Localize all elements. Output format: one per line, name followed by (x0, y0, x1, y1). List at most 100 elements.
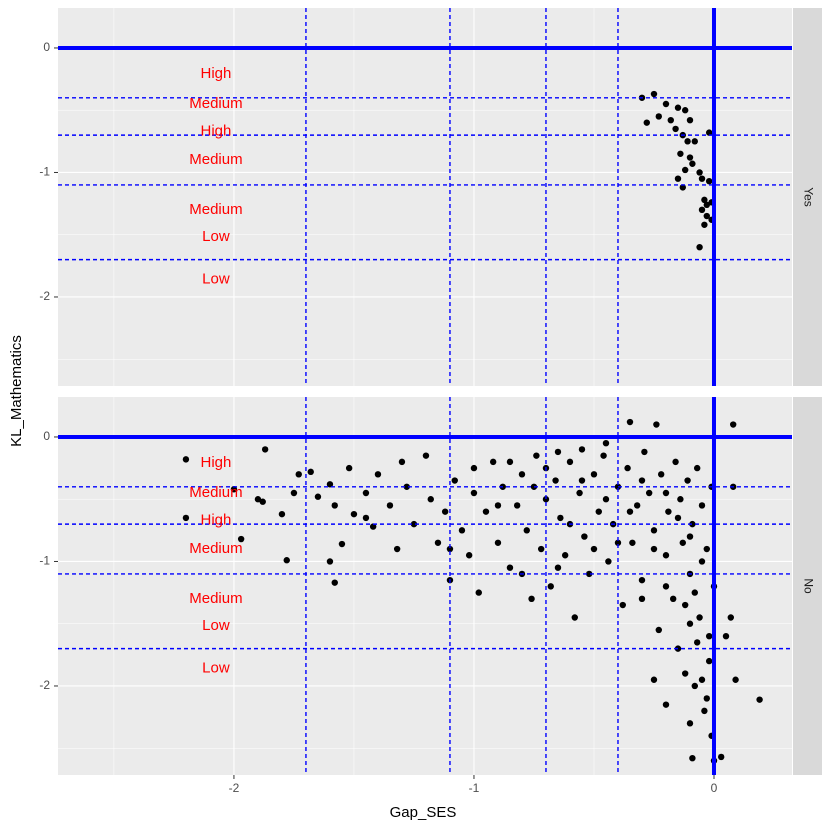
annotation: Medium (189, 95, 242, 112)
point (624, 464, 631, 472)
point (441, 508, 449, 515)
point (410, 520, 418, 528)
point (578, 477, 586, 484)
annotation: Low (202, 228, 230, 245)
point (638, 595, 646, 603)
point (669, 595, 677, 603)
annotation: Medium (189, 484, 242, 501)
point (602, 439, 610, 447)
point (650, 527, 658, 534)
point (557, 514, 564, 522)
point (475, 589, 482, 596)
point (326, 481, 334, 488)
panel-background (58, 8, 792, 386)
point (182, 514, 190, 522)
point (645, 489, 653, 497)
point (653, 421, 660, 428)
point (230, 486, 238, 493)
point (403, 483, 410, 490)
point (422, 452, 430, 459)
point (600, 452, 607, 459)
point (571, 614, 578, 621)
point (662, 583, 670, 590)
y-tick-label: 0 (43, 429, 50, 443)
point (693, 639, 701, 646)
point (566, 458, 574, 466)
point (530, 483, 538, 490)
point (576, 489, 583, 497)
point (677, 496, 684, 503)
point (278, 510, 286, 518)
point (722, 632, 730, 640)
x-axis-title: Gap_SES (390, 804, 457, 821)
x-tick-label: -2 (229, 781, 240, 795)
annotation: Medium (189, 590, 242, 607)
point (638, 576, 646, 584)
point (614, 483, 622, 490)
point (626, 508, 634, 515)
point (650, 676, 658, 683)
point (698, 206, 706, 214)
point (650, 545, 658, 553)
point (585, 570, 593, 578)
point (590, 545, 598, 553)
point (338, 540, 346, 548)
point (679, 539, 686, 546)
point (662, 489, 670, 497)
point (703, 545, 710, 553)
point (677, 150, 684, 157)
point (374, 471, 382, 478)
point (701, 221, 708, 228)
point (696, 169, 703, 176)
x-tick-label: 0 (711, 781, 718, 795)
point (595, 508, 602, 515)
point (259, 498, 266, 505)
point (290, 489, 298, 497)
point (674, 514, 682, 522)
point (518, 471, 526, 478)
point (665, 508, 672, 515)
point (331, 579, 338, 586)
point (554, 448, 562, 456)
point (542, 496, 550, 503)
point (307, 468, 314, 476)
point (362, 514, 370, 522)
point (681, 601, 689, 609)
point (657, 471, 665, 478)
y-axis-title: KL_Mathematics (8, 335, 25, 447)
annotation: Medium (189, 201, 242, 218)
point (619, 601, 626, 609)
point (506, 458, 514, 466)
point (667, 116, 674, 124)
strip (793, 397, 822, 775)
point (528, 595, 535, 603)
point (698, 676, 706, 683)
point (729, 421, 737, 428)
point (703, 201, 710, 209)
point (489, 458, 497, 466)
point (465, 552, 473, 559)
point (655, 113, 662, 120)
point (326, 558, 334, 565)
y-tick-label: -2 (39, 289, 50, 303)
point (446, 545, 454, 553)
point (686, 720, 694, 727)
point (691, 589, 698, 596)
point (350, 510, 358, 518)
point (681, 670, 689, 677)
annotation: High (201, 454, 232, 471)
point (386, 502, 394, 509)
point (705, 632, 713, 640)
strip-label: No (801, 578, 815, 594)
point (283, 557, 290, 564)
point (295, 471, 302, 478)
point (362, 489, 370, 497)
point (182, 456, 190, 463)
point (662, 701, 670, 708)
point (254, 496, 262, 503)
point (331, 502, 338, 509)
x-tick-label: -1 (469, 781, 480, 795)
point (662, 100, 670, 108)
annotation: Low (202, 271, 230, 288)
point (732, 676, 739, 683)
